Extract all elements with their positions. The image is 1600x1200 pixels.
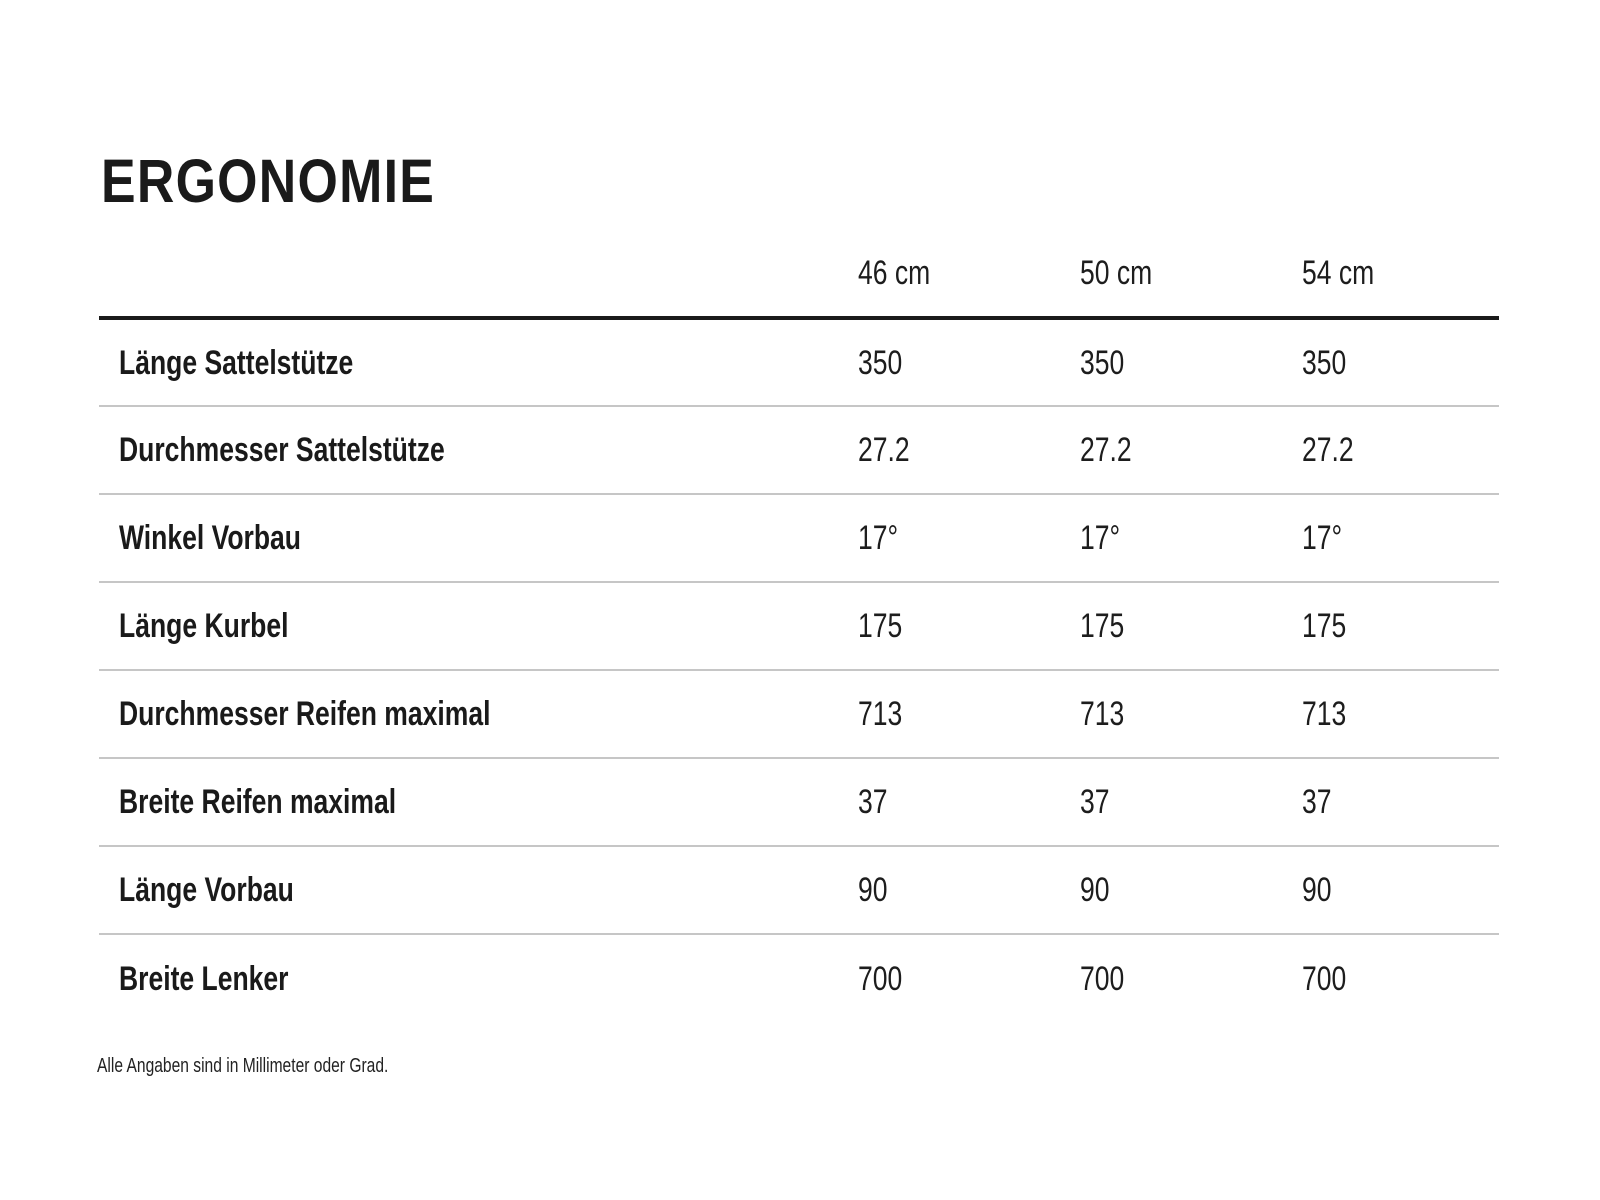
row-label-text: Breite Lenker	[119, 959, 289, 998]
footnote: Alle Angaben sind in Millimeter oder Gra…	[97, 1054, 471, 1078]
cell-value-text: 90	[1302, 871, 1332, 909]
column-header-label: 54 cm	[1302, 254, 1375, 292]
cell-value-text: 37	[1302, 783, 1332, 821]
cell-value: 175	[1281, 582, 1499, 670]
row-label: Winkel Vorbau	[99, 494, 837, 582]
cell-value: 175	[1059, 582, 1281, 670]
ergonomics-spec-table: 46 cm 50 cm 54 cm Länge Sattelstütze 350…	[99, 230, 1499, 1022]
cell-value-text: 713	[858, 695, 903, 733]
column-header-empty	[99, 230, 837, 320]
table-row: Breite Lenker 700 700 700	[99, 934, 1499, 1022]
row-label-text: Länge Vorbau	[119, 871, 294, 909]
row-label: Länge Kurbel	[99, 582, 837, 670]
footnote-text: Alle Angaben sind in Millimeter oder Gra…	[97, 1055, 389, 1077]
row-label: Durchmesser Reifen maximal	[99, 670, 837, 758]
cell-value: 17°	[1281, 494, 1499, 582]
cell-value: 37	[837, 758, 1059, 846]
cell-value-text: 27.2	[1080, 431, 1132, 469]
cell-value: 17°	[1059, 494, 1281, 582]
cell-value-text: 700	[1302, 959, 1347, 998]
cell-value-text: 350	[1302, 343, 1347, 382]
cell-value-text: 90	[1080, 871, 1110, 909]
row-label-text: Durchmesser Reifen maximal	[119, 695, 491, 733]
cell-value: 37	[1281, 758, 1499, 846]
cell-value-text: 175	[1302, 607, 1347, 645]
cell-value: 350	[1059, 318, 1281, 406]
cell-value: 27.2	[837, 406, 1059, 494]
table-row: Breite Reifen maximal 37 37 37	[99, 758, 1499, 846]
cell-value: 17°	[837, 494, 1059, 582]
row-label-text: Durchmesser Sattelstütze	[119, 431, 445, 469]
row-label-text: Länge Kurbel	[119, 607, 289, 645]
cell-value: 713	[1281, 670, 1499, 758]
table-row: Länge Vorbau 90 90 90	[99, 846, 1499, 934]
table-row: Länge Sattelstütze 350 350 350	[99, 318, 1499, 406]
cell-value-text: 350	[858, 343, 903, 382]
table-header-row: 46 cm 50 cm 54 cm	[99, 230, 1499, 320]
table-row: Durchmesser Reifen maximal 713 713 713	[99, 670, 1499, 758]
cell-value: 90	[1281, 846, 1499, 934]
cell-value: 700	[1281, 934, 1499, 1022]
cell-value: 175	[837, 582, 1059, 670]
cell-value-text: 700	[858, 959, 903, 998]
cell-value: 700	[837, 934, 1059, 1022]
cell-value-text: 713	[1080, 695, 1125, 733]
cell-value: 350	[1281, 318, 1499, 406]
cell-value: 27.2	[1059, 406, 1281, 494]
column-header-50cm: 50 cm	[1059, 230, 1281, 320]
row-label-text: Winkel Vorbau	[119, 519, 301, 557]
column-header-label: 50 cm	[1080, 254, 1153, 292]
row-label: Breite Lenker	[99, 934, 837, 1022]
cell-value: 27.2	[1281, 406, 1499, 494]
cell-value-text: 17°	[1302, 519, 1343, 557]
table-row: Winkel Vorbau 17° 17° 17°	[99, 494, 1499, 582]
cell-value: 37	[1059, 758, 1281, 846]
cell-value-text: 90	[858, 871, 888, 909]
row-label: Breite Reifen maximal	[99, 758, 837, 846]
cell-value: 350	[837, 318, 1059, 406]
cell-value-text: 37	[1080, 783, 1110, 821]
row-label: Länge Sattelstütze	[99, 318, 837, 406]
column-header-46cm: 46 cm	[837, 230, 1059, 320]
column-header-label: 46 cm	[858, 254, 931, 292]
row-label-text: Breite Reifen maximal	[119, 783, 397, 821]
table-row: Durchmesser Sattelstütze 27.2 27.2 27.2	[99, 406, 1499, 494]
cell-value-text: 175	[1080, 607, 1125, 645]
cell-value: 713	[1059, 670, 1281, 758]
cell-value: 713	[837, 670, 1059, 758]
table-row: Länge Kurbel 175 175 175	[99, 582, 1499, 670]
cell-value-text: 27.2	[1302, 431, 1354, 469]
cell-value: 700	[1059, 934, 1281, 1022]
cell-value-text: 350	[1080, 343, 1125, 382]
cell-value-text: 17°	[858, 519, 899, 557]
page-title: ERGONOMIE	[101, 146, 436, 215]
row-label-text: Länge Sattelstütze	[119, 343, 354, 382]
cell-value-text: 713	[1302, 695, 1347, 733]
cell-value: 90	[837, 846, 1059, 934]
cell-value-text: 700	[1080, 959, 1125, 998]
cell-value-text: 175	[858, 607, 903, 645]
column-header-54cm: 54 cm	[1281, 230, 1499, 320]
row-label: Länge Vorbau	[99, 846, 837, 934]
cell-value-text: 37	[858, 783, 888, 821]
cell-value-text: 27.2	[858, 431, 910, 469]
cell-value-text: 17°	[1080, 519, 1121, 557]
cell-value: 90	[1059, 846, 1281, 934]
row-label: Durchmesser Sattelstütze	[99, 406, 837, 494]
